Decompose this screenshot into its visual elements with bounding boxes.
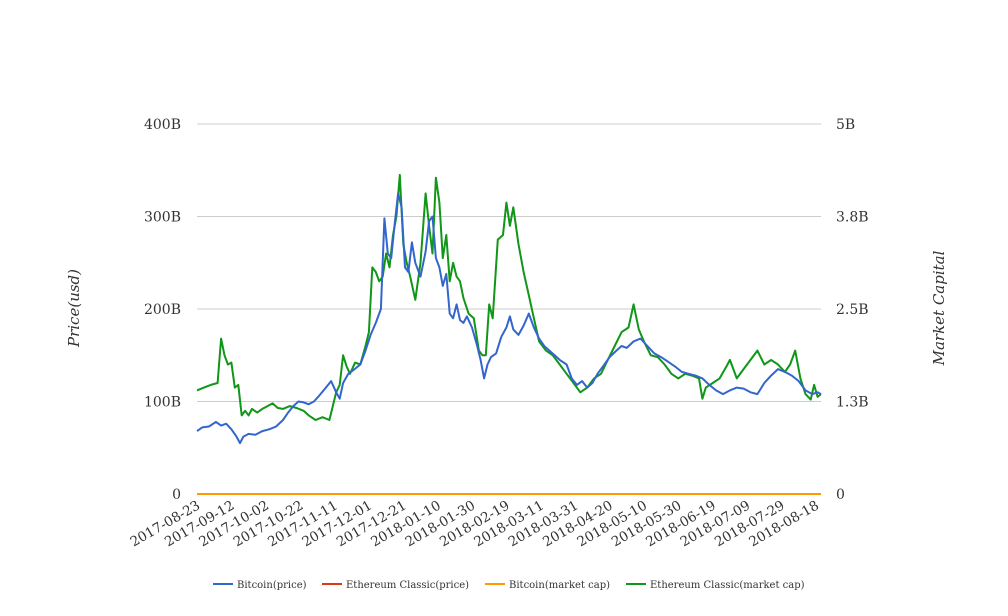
- x-axis: 2017-08-232017-09-122017-10-022017-10-22…: [128, 498, 822, 551]
- series-lines: [197, 175, 821, 494]
- gridlines: [197, 124, 821, 402]
- y-left-tick-label: 200B: [144, 302, 181, 318]
- legend-label: Bitcoin(market cap): [509, 580, 610, 591]
- y-right-tick-label: 1.3B: [836, 395, 869, 411]
- y-right-tick-label: 5B: [836, 117, 855, 133]
- y-axis-left: 0 100B 200B 300B 400B: [144, 117, 181, 503]
- legend-item: Bitcoin(price): [213, 580, 307, 591]
- y-left-tick-label: 400B: [144, 117, 181, 133]
- legend: Bitcoin(price) Ethereum Classic(price) Bit…: [213, 580, 805, 591]
- y-right-tick-label: 3.8B: [836, 210, 869, 226]
- y-axis-right-title: Market Capital: [930, 250, 948, 366]
- legend-item: Ethereum Classic(market cap): [626, 580, 805, 591]
- legend-item: Ethereum Classic(price): [322, 580, 469, 591]
- y-right-tick-label: 0: [836, 487, 845, 503]
- y-axis-right: 0 1.3B 2.5B 3.8B 5B: [836, 117, 869, 503]
- y-left-tick-label: 0: [172, 487, 181, 503]
- legend-label: Ethereum Classic(market cap): [650, 580, 805, 591]
- y-right-tick-label: 2.5B: [836, 302, 869, 318]
- legend-label: Bitcoin(price): [237, 580, 307, 591]
- series-line-ethereum-classic-market-cap: [197, 175, 821, 420]
- y-left-tick-label: 100B: [144, 395, 181, 411]
- legend-item: Bitcoin(market cap): [485, 580, 610, 591]
- legend-label: Ethereum Classic(price): [346, 580, 469, 591]
- y-axis-left-title: Price(usd): [65, 269, 83, 348]
- y-left-tick-label: 300B: [144, 210, 181, 226]
